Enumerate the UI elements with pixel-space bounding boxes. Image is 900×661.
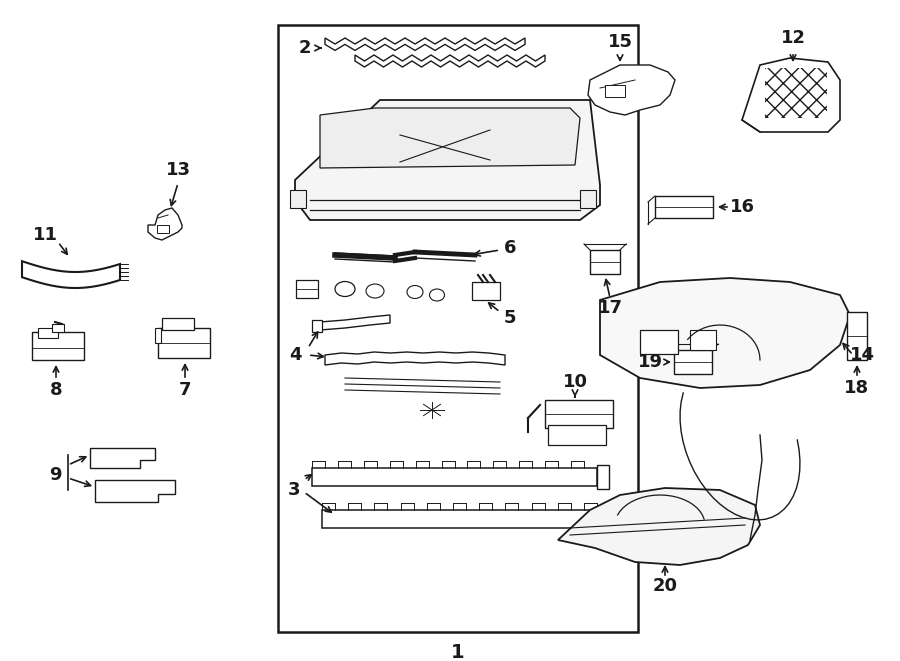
Text: 9: 9 <box>49 466 61 484</box>
Bar <box>52 324 64 332</box>
Text: 7: 7 <box>179 381 191 399</box>
Polygon shape <box>600 278 850 388</box>
Polygon shape <box>588 65 675 115</box>
Polygon shape <box>558 488 760 565</box>
Polygon shape <box>320 108 580 168</box>
Text: 8: 8 <box>50 381 62 399</box>
Bar <box>545 400 613 428</box>
Text: 14: 14 <box>850 346 875 364</box>
Bar <box>32 332 84 360</box>
Bar <box>765 68 827 118</box>
Bar <box>38 328 58 338</box>
Polygon shape <box>22 261 120 288</box>
Bar <box>158 328 210 358</box>
Bar <box>640 330 678 354</box>
Bar <box>472 282 500 300</box>
Bar <box>290 190 306 208</box>
Bar <box>155 328 161 343</box>
Text: 1: 1 <box>451 642 464 661</box>
Bar <box>157 225 169 233</box>
Text: 16: 16 <box>730 198 754 216</box>
Polygon shape <box>295 100 600 220</box>
Text: 11: 11 <box>32 226 58 244</box>
Bar <box>847 312 867 360</box>
Bar <box>278 25 638 632</box>
Ellipse shape <box>429 289 445 301</box>
Text: 5: 5 <box>504 309 517 327</box>
Bar <box>597 507 609 531</box>
Bar <box>580 190 596 208</box>
Polygon shape <box>90 448 155 468</box>
Bar <box>690 330 716 350</box>
Text: 18: 18 <box>844 379 869 397</box>
Text: 17: 17 <box>598 299 623 317</box>
Bar <box>597 465 609 489</box>
Ellipse shape <box>407 286 423 299</box>
Text: 2: 2 <box>299 39 311 57</box>
Bar <box>674 350 712 374</box>
Bar <box>605 85 625 97</box>
Polygon shape <box>148 208 182 240</box>
Bar <box>162 318 194 330</box>
Text: 3: 3 <box>288 481 301 499</box>
Text: 20: 20 <box>652 577 678 595</box>
Polygon shape <box>95 480 175 502</box>
Text: 6: 6 <box>504 239 517 257</box>
Bar <box>296 280 318 298</box>
Text: 10: 10 <box>562 373 588 391</box>
Bar <box>590 250 620 274</box>
Polygon shape <box>320 315 390 330</box>
Polygon shape <box>325 38 525 50</box>
Polygon shape <box>742 58 840 132</box>
Bar <box>655 196 713 218</box>
Text: 19: 19 <box>637 353 662 371</box>
Ellipse shape <box>335 282 355 297</box>
Bar <box>322 510 597 528</box>
Text: 15: 15 <box>608 33 633 51</box>
Ellipse shape <box>366 284 384 298</box>
Text: 13: 13 <box>166 161 191 179</box>
Bar <box>548 425 606 445</box>
Bar <box>312 468 597 486</box>
Polygon shape <box>325 352 505 365</box>
Polygon shape <box>355 55 545 67</box>
Text: 12: 12 <box>780 29 806 47</box>
Bar <box>312 320 322 332</box>
Text: 4: 4 <box>289 346 302 364</box>
